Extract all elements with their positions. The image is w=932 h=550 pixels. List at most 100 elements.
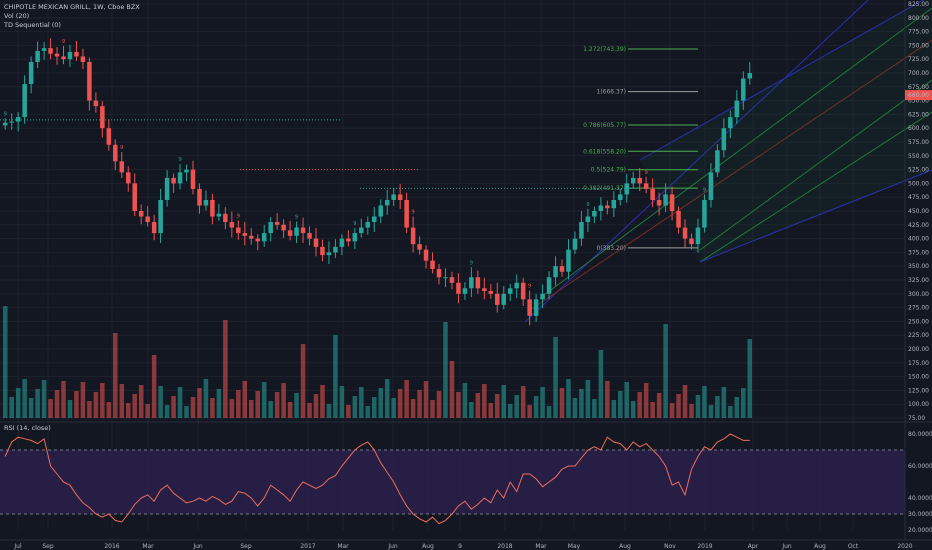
candle-body [313,238,319,247]
candle-body [371,216,377,223]
price-badge [905,90,932,101]
rsi-tick: 30.0000 [908,511,932,518]
rsi-band [0,450,905,514]
time-tick: Sep [240,543,252,550]
volume-bar [605,381,610,418]
volume-bar [171,396,176,418]
price-tick: 750.00 [908,42,929,49]
candle-body [676,211,681,228]
volume-bar [618,391,623,418]
price-tick: 475.00 [908,194,929,201]
candle-body [592,211,597,217]
volume-bar [495,394,500,418]
candle-body [728,117,733,129]
time-tick: 2020 [897,543,912,550]
volume-bar [417,390,422,418]
candle-body [255,238,260,242]
candle-body [145,216,150,223]
price-tick: 100.00 [908,401,929,408]
candle-body [326,252,332,256]
candle-body [702,199,707,228]
candle-body [611,199,617,209]
volume-bar [320,385,325,418]
candle-body [197,188,202,206]
candle-body [566,249,571,272]
time-tick: Aug [814,543,826,550]
candle-body [520,282,526,300]
candle-body [417,244,422,250]
candle-body [624,183,630,195]
volume-bar [87,401,92,418]
candle-body [430,260,435,269]
pitchfork-line [699,111,932,263]
price-tick: 725.00 [908,56,929,63]
volume-bar [371,397,377,418]
volume-bar [151,355,157,418]
candle-body [190,169,196,189]
volume-bar [721,387,727,418]
time-tick: 2017 [300,543,315,550]
candle-body [268,222,273,234]
volume-bar [28,398,34,418]
time-tick: Mar [142,543,154,550]
time-tick: Sep [42,543,54,550]
volume-bar [630,401,636,418]
candle-body [339,238,345,247]
candle-body [151,222,157,234]
volume-bar [203,379,209,418]
candle-body [443,277,448,279]
rsi-label: RSI (14, close) [4,424,51,432]
rsi-tick: 20.0000 [908,527,932,534]
vol-indicator-label: Vol (20) [4,12,30,20]
candle-body [643,183,649,189]
volume-bar [9,397,14,418]
td-count: 9 [178,157,181,163]
candle-body [54,53,60,57]
price-axis: 75.00 100.00 125.00 150.00 175.00 200.00 225.0… [904,0,932,540]
candle-body [242,233,248,236]
volume-bar [93,392,99,418]
volume-bar [637,392,642,418]
candle-body [669,194,675,211]
volume-bar [119,384,125,418]
candle-body [171,177,176,184]
price-tick: 525.00 [908,167,929,174]
td-count: 9 [120,145,123,151]
volume-bar [702,386,707,418]
volume-bar [197,388,202,418]
td-count: 9 [4,111,7,117]
time-tick: 2016 [104,543,119,550]
candle-body [158,199,163,234]
volume-bar [469,402,474,418]
volume-bar [462,383,468,418]
volume-bar [650,402,655,418]
volume-bar [540,387,545,418]
candle-body [28,61,34,85]
fib-label: 1(666.37) [597,89,627,96]
candle-body [579,222,584,239]
candle-body [333,246,338,253]
candlesticks: 9 9 9 9 9 9 9 9 9 9 9 9 9 [2,38,753,326]
volume-bar [74,391,79,418]
candle-body [223,213,228,223]
time-tick: May [568,543,581,550]
time-tick: Oct [848,543,859,550]
pitchfork-line [539,7,932,299]
volume-bar [449,361,455,418]
candle-body [125,172,131,184]
candle-body [210,199,215,217]
time-tick: Jul [13,543,22,550]
fib-label: 0(383.20) [597,245,627,252]
price-tick: 425.00 [908,222,929,229]
candle-body [281,224,286,231]
time-axis: Jul Sep 2016 Mar Jun Sep 2017 Mar Jun Aug 9 2018 Mar… [0,539,932,550]
price-tick: 775.00 [908,29,929,36]
candle-body [514,282,519,289]
price-tick: 500.00 [908,180,929,187]
volume-bar [410,399,416,418]
volume-bar [333,335,338,418]
volume-bar [443,322,448,418]
candle-body [274,222,280,225]
candle-body [164,177,170,200]
